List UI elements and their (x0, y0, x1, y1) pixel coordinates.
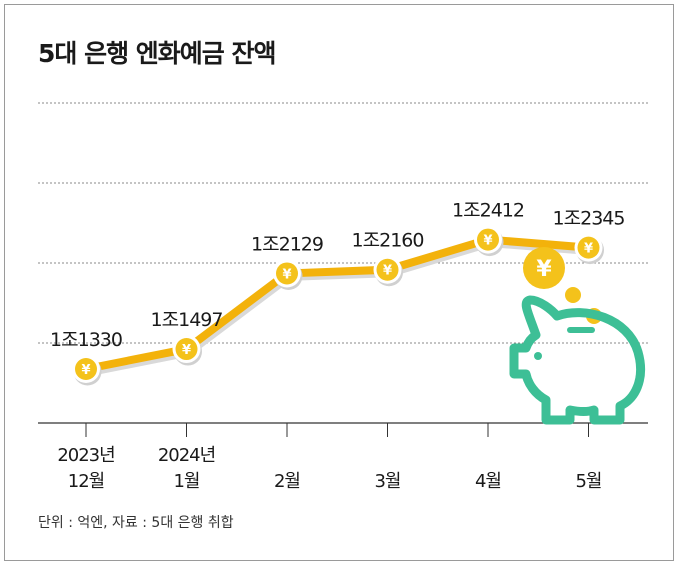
yen-coin-icon: ¥ (523, 247, 565, 289)
x-tick-label: 1월 (173, 471, 199, 492)
yen-coin-icon (276, 262, 298, 285)
source-note: 단위 : 억엔, 자료 : 5대 은행 취합 (38, 515, 234, 531)
data-label: 1조2160 (352, 230, 424, 252)
x-tick-label: 4월 (475, 471, 501, 492)
data-point: ¥ (172, 335, 202, 366)
point-symbol: ¥ (584, 242, 593, 257)
x-tick-labels: 2023년 12월 2024년 1월 2월 3월 4월 5월 (57, 445, 602, 492)
data-point: ¥ (273, 259, 303, 290)
point-symbol: ¥ (182, 343, 191, 358)
data-labels: 1조1330 1조1497 1조2129 1조2160 1조2412 1조2345 (50, 200, 625, 351)
pig-eye (534, 352, 542, 360)
pig-body (509, 295, 646, 425)
series-line-path (82, 235, 593, 373)
x-tick-label: 5월 (575, 471, 601, 492)
point-symbol: ¥ (81, 363, 90, 378)
data-label: 1조2412 (452, 200, 524, 222)
coin-symbol: ¥ (536, 257, 552, 282)
chart-frame (4, 4, 674, 561)
yen-coin-icon (175, 338, 198, 361)
x-tick-label: 2023년 (57, 445, 114, 466)
point-symbol: ¥ (383, 264, 392, 279)
data-label: 1조2129 (251, 233, 323, 255)
data-label: 1조1330 (50, 329, 122, 351)
data-point: ¥ (373, 255, 403, 287)
piggy-bank-icon: ¥ (509, 247, 646, 425)
data-point: ¥ (574, 233, 604, 265)
x-tick-label: 2024년 (158, 445, 215, 466)
x-tick-label: 3월 (374, 471, 400, 492)
yen-coin-icon (477, 228, 499, 251)
data-point: ¥ (72, 355, 102, 386)
data-point: ¥ (474, 225, 504, 257)
x-axis (38, 422, 648, 437)
x-tick-label: 2월 (274, 471, 300, 492)
point-symbol: ¥ (282, 267, 291, 282)
yen-coin-icon (376, 258, 399, 281)
series-line (82, 235, 593, 377)
yen-coin-icon (577, 236, 600, 259)
point-symbol: ¥ (483, 234, 492, 249)
x-tick-label: 12월 (68, 471, 104, 492)
yen-coin-icon (75, 358, 97, 380)
data-points: ¥ ¥ ¥ ¥ ¥ ¥ (72, 225, 604, 386)
data-label: 1조1497 (151, 309, 223, 331)
chart-title: 5대 은행 엔화예금 잔액 (38, 39, 277, 68)
data-label: 1조2345 (553, 208, 625, 230)
small-coin (565, 287, 581, 303)
